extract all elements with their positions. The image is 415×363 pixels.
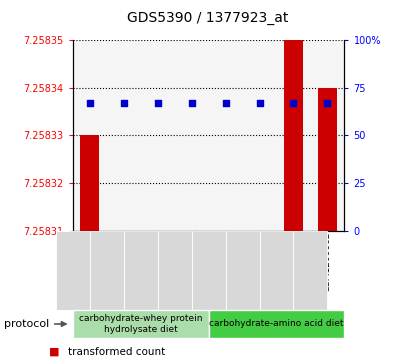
Text: ■: ■ [49,347,59,357]
Point [86,100,93,106]
Bar [318,87,337,231]
Point [120,100,127,106]
Bar [284,0,303,231]
Point [256,100,263,106]
Point [324,100,331,106]
Bar [250,231,269,363]
Point [188,100,195,106]
Text: GDS5390 / 1377923_at: GDS5390 / 1377923_at [127,11,288,25]
Point [154,100,161,106]
Bar [148,231,167,363]
Point [222,100,229,106]
Text: transformed count: transformed count [68,347,166,357]
Bar [216,231,235,326]
Text: protocol: protocol [4,319,49,329]
Bar [80,135,99,231]
Text: carbohydrate-amino acid diet: carbohydrate-amino acid diet [209,319,344,329]
Point [290,100,297,106]
Bar [182,231,201,363]
Bar [114,231,133,363]
Text: carbohydrate-whey protein
hydrolysate diet: carbohydrate-whey protein hydrolysate di… [79,314,203,334]
